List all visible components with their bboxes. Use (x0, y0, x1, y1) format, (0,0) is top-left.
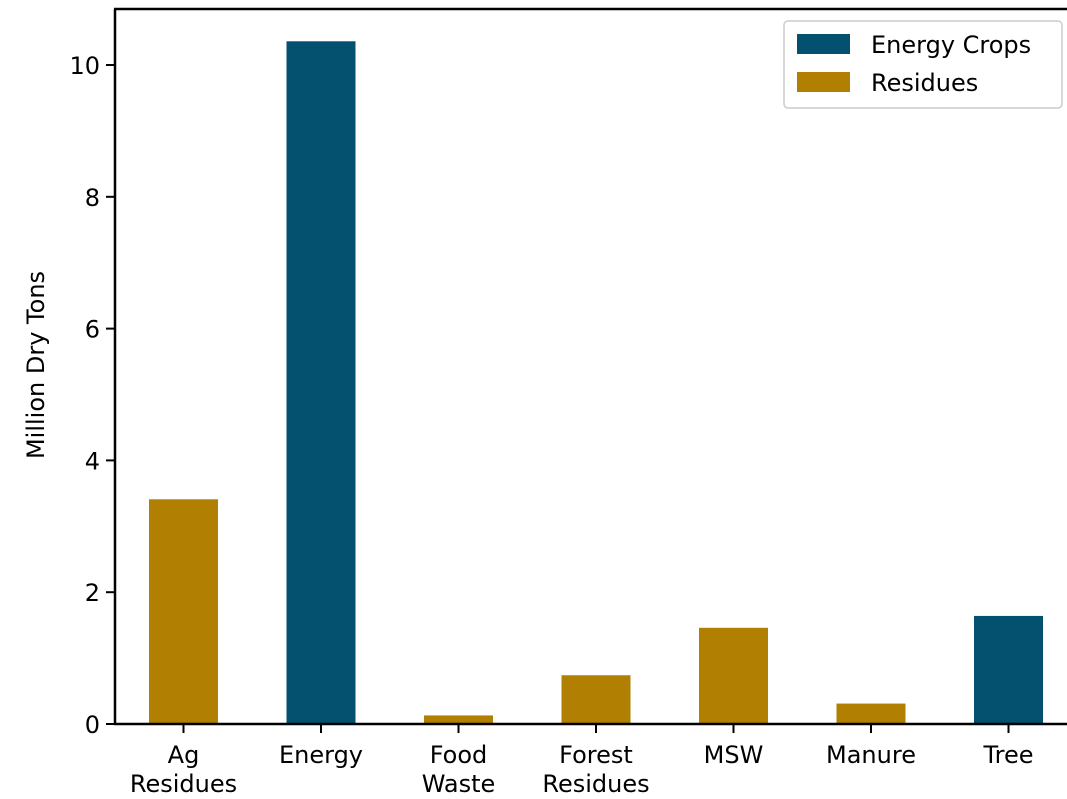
bar (974, 615, 1043, 724)
y-tick-label: 8 (85, 184, 100, 212)
bar (836, 703, 906, 724)
bar (424, 715, 493, 724)
legend-swatch-residues (797, 72, 850, 92)
y-tick-label: 0 (85, 711, 100, 739)
y-tick-label: 4 (85, 447, 100, 475)
y-tick-label: 2 (85, 579, 100, 607)
legend: Energy Crops Residues (783, 20, 1063, 109)
bar (561, 675, 631, 724)
y-tick-label: 6 (85, 316, 100, 344)
x-tick-label: Tree (982, 741, 1033, 769)
legend-label-energy-crops: Energy Crops (871, 31, 1031, 59)
legend-frame (783, 20, 1063, 109)
bar (699, 627, 768, 724)
x-tick-label: Forest Residues (542, 741, 649, 798)
y-axis-label: Million Dry Tons (22, 271, 50, 459)
axes (113, 7, 1067, 726)
x-tick-label: Food Waste (422, 741, 496, 798)
bar (286, 41, 356, 724)
y-axis-ticks: 0 2 4 6 8 10 (69, 52, 115, 739)
bars (149, 41, 1043, 724)
x-tick-label: Manure (826, 741, 916, 769)
legend-label-residues: Residues (871, 69, 978, 97)
y-tick-label: 10 (69, 52, 100, 80)
x-axis-ticks: Ag Residues Energy Food Waste Forest Residues M… (130, 724, 1034, 798)
bar (149, 499, 218, 724)
x-tick-label: MSW (704, 741, 764, 769)
legend-swatch-energy-crops (797, 34, 850, 54)
x-tick-label: Energy (279, 741, 363, 769)
x-tick-label: Ag Residues (130, 741, 237, 798)
